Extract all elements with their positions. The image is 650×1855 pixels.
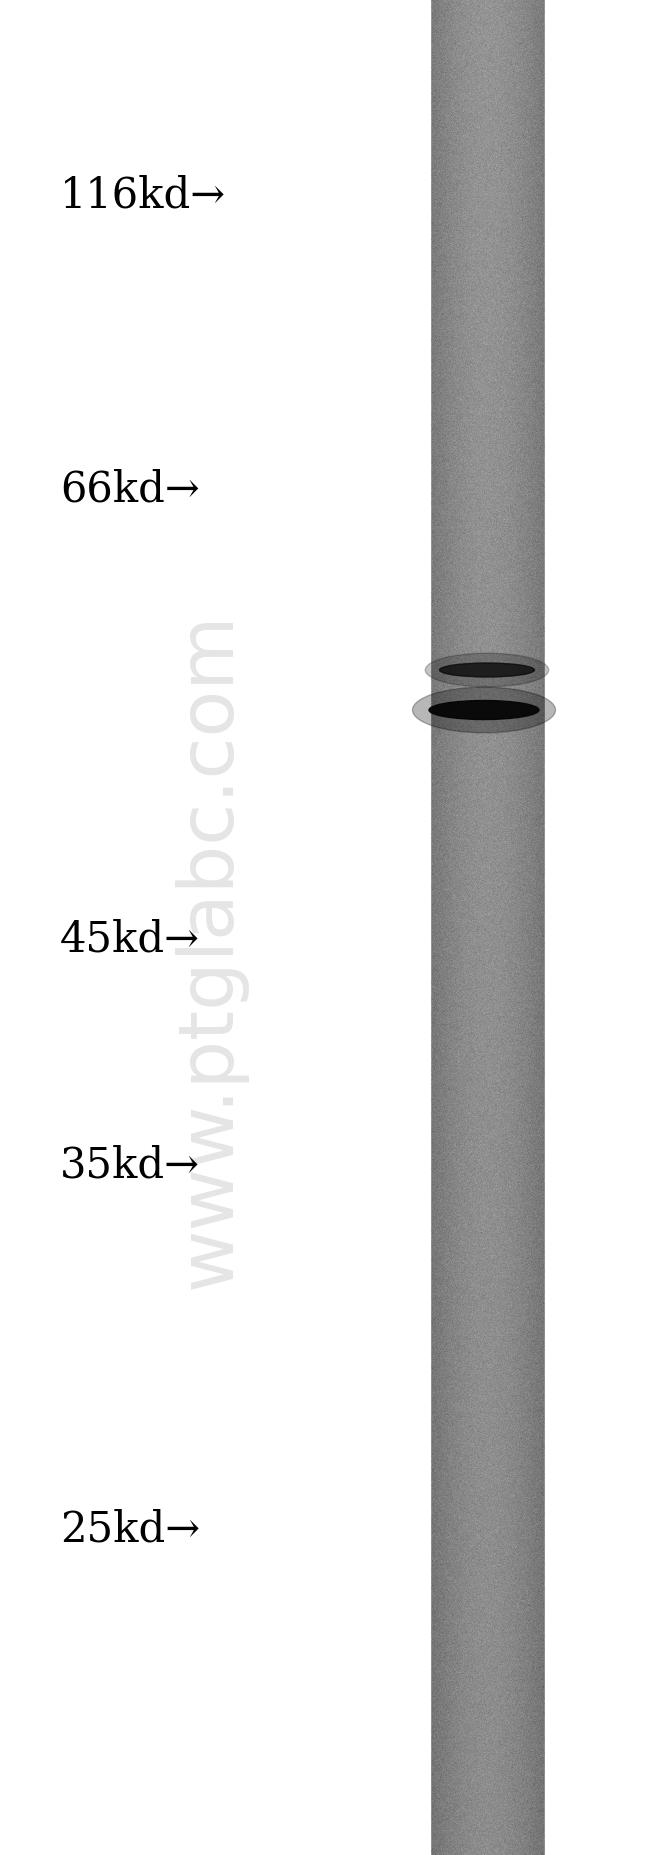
Bar (0, 0, 430, 1855)
Text: www.ptglabc.com: www.ptglabc.com (173, 612, 247, 1289)
Bar (545, 0, 650, 1855)
Text: 25kd→: 25kd→ (60, 1508, 200, 1551)
Text: 116kd→: 116kd→ (60, 174, 226, 215)
Ellipse shape (425, 653, 549, 686)
Text: 66kd→: 66kd→ (60, 469, 200, 510)
Ellipse shape (439, 662, 534, 677)
Ellipse shape (413, 686, 556, 733)
Text: 45kd→: 45kd→ (60, 918, 200, 961)
Text: 35kd→: 35kd→ (60, 1145, 200, 1185)
Ellipse shape (429, 701, 539, 720)
